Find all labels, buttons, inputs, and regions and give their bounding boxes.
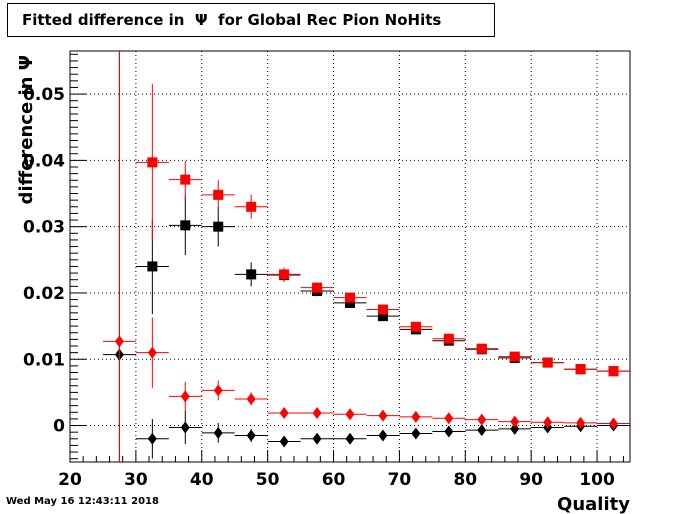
timestamp: Wed May 16 12:43:11 2018 [6, 496, 159, 507]
data-point-square [180, 174, 191, 185]
data-point-square [608, 366, 619, 377]
data-point-diamond [312, 406, 322, 419]
y-tick-label: 0.01 [23, 350, 65, 370]
data-point-diamond [345, 408, 355, 421]
y-tick-label: 0.05 [23, 85, 65, 105]
data-point-square [180, 220, 191, 231]
data-point-diamond [510, 422, 520, 435]
data-point-diamond [279, 435, 289, 448]
data-point-square [279, 269, 290, 280]
data-point-diamond [147, 346, 157, 359]
data-point-square [443, 333, 454, 344]
series-2 [102, 51, 630, 462]
data-point-diamond [378, 409, 388, 422]
y-tick-label: 0.04 [23, 151, 65, 171]
data-point-square [213, 221, 224, 232]
data-series [102, 51, 630, 462]
data-point-diamond [180, 390, 190, 403]
data-point-diamond [114, 335, 124, 348]
x-tick-label: 40 [190, 470, 214, 490]
data-point-square [377, 311, 388, 322]
data-point-square [312, 282, 323, 293]
axis-ticks: 20 30 40 50 60 70 80 90 100 0 0.01 0.02 0.03 0.04 0.05 [23, 53, 624, 490]
y-axis-title: difference in Ψ [16, 55, 37, 204]
grid [69, 51, 630, 462]
x-tick-label: 70 [388, 470, 412, 490]
x-tick-label: 100 [579, 470, 615, 490]
data-point-square [542, 357, 553, 368]
series-3 [102, 51, 630, 462]
data-point-diamond [411, 427, 421, 440]
data-point-diamond [345, 432, 355, 445]
y-tick-label: 0.03 [23, 218, 65, 238]
data-point-diamond [576, 416, 586, 429]
x-tick-label: 60 [322, 470, 346, 490]
plot-frame [69, 50, 631, 463]
x-tick-label: 80 [453, 470, 477, 490]
y-tick-label: 0.02 [23, 284, 65, 304]
data-point-square [213, 189, 224, 200]
data-point-diamond [147, 432, 157, 445]
data-point-diamond [312, 432, 322, 445]
data-point-diamond [213, 426, 223, 439]
x-axis-title: Quality [557, 494, 630, 514]
data-point-square [147, 261, 158, 272]
series-1 [135, 84, 630, 377]
data-point-square [476, 343, 487, 354]
data-point-diamond [543, 416, 553, 429]
x-tick-label: 50 [256, 470, 280, 490]
data-point-diamond [609, 417, 619, 430]
data-point-square [246, 201, 257, 212]
data-point-square [575, 364, 586, 375]
y-tick-label: 0 [53, 417, 65, 437]
data-point-square [410, 321, 421, 332]
data-point-diamond [246, 393, 256, 406]
data-point-diamond [444, 425, 454, 438]
data-point-square [246, 269, 257, 280]
x-tick-label: 90 [519, 470, 543, 490]
x-tick-label: 30 [124, 470, 148, 490]
data-point-square [509, 351, 520, 362]
x-tick-label: 20 [58, 470, 82, 490]
data-point-diamond [180, 421, 190, 434]
data-point-diamond [477, 413, 487, 426]
data-point-diamond [411, 410, 421, 423]
data-point-diamond [213, 384, 223, 397]
data-point-square [345, 297, 355, 308]
data-point-diamond [279, 406, 289, 419]
chart-title: Fitted difference in Ψ for Global Rec Pi… [7, 3, 495, 37]
data-point-diamond [378, 429, 388, 442]
data-point-diamond [477, 424, 487, 437]
data-point-square [377, 304, 388, 315]
data-point-square [345, 292, 355, 303]
data-point-square [147, 157, 158, 168]
data-point-diamond [510, 415, 520, 428]
data-point-diamond [444, 412, 454, 425]
series-0 [135, 195, 630, 377]
data-point-diamond [246, 429, 256, 442]
